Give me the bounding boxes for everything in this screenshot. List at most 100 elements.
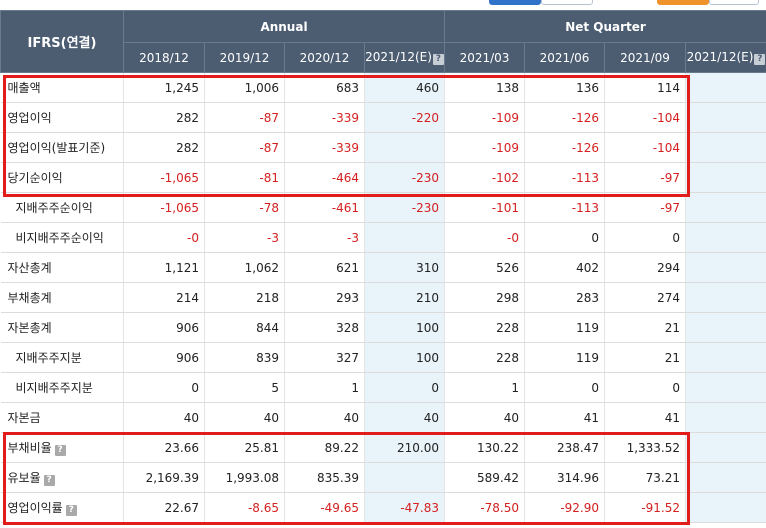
help-icon[interactable]: ? [754, 54, 766, 65]
table-cell: 119 [524, 342, 606, 373]
table-cell: -97 [604, 162, 687, 193]
period-label: 2021/03 [459, 50, 510, 65]
table-cell: 138 [444, 72, 526, 103]
table-cell: -126 [524, 102, 606, 133]
table-cell: 310 [364, 252, 446, 283]
table-cell [685, 162, 766, 193]
help-icon[interactable]: ? [65, 505, 77, 516]
help-icon[interactable]: ? [432, 54, 444, 65]
table-cell [685, 282, 766, 313]
row-label-text: 비지배주주지분 [15, 381, 93, 395]
table-cell: 114 [604, 72, 687, 103]
row-label: 매출액 [0, 72, 124, 103]
table-cell: 835.39 [284, 462, 365, 493]
table-cell: -3 [204, 222, 285, 253]
table-row: 영업이익 282 -87 -339 -220 -109 -126 -104 [0, 102, 766, 133]
table-cell: -1,065 [123, 162, 205, 193]
table-row: 자본총계 906 844 328 100 228 119 21 [0, 312, 766, 343]
table-cell: 130.22 [444, 432, 526, 463]
row-label-text: 지배주주순이익 [15, 201, 93, 215]
table-cell: -339 [284, 132, 365, 163]
period-header: 2019/12 [204, 42, 285, 73]
row-label-text: 영업이익 [7, 111, 52, 125]
row-label: 자본총계 [0, 312, 124, 343]
top-toolbar-strip [0, 0, 766, 10]
help-icon[interactable]: ? [54, 445, 66, 456]
table-cell: -92.90 [524, 492, 606, 523]
financial-highlight-table: IFRS(연결) Annual Net Quarter 2018/12 2019/… [0, 10, 766, 523]
table-cell [685, 492, 766, 523]
table-cell: 526 [444, 252, 526, 283]
table-cell: -78 [204, 192, 285, 223]
row-label: 유보율? [0, 462, 124, 493]
table-cell: 2,169.39 [123, 462, 205, 493]
table-cell: 314.96 [524, 462, 606, 493]
table-cell: 228 [444, 312, 526, 343]
table-cell [685, 372, 766, 403]
table-cell: -101 [444, 192, 526, 223]
row-label: 부채비율? [0, 432, 124, 463]
net-quarter-group-header: Net Quarter [444, 10, 766, 43]
table-cell: -339 [284, 102, 365, 133]
table-cell: 100 [364, 342, 446, 373]
table-cell: 1,062 [204, 252, 285, 283]
table-cell [685, 462, 766, 493]
separate-toggle-button[interactable] [709, 0, 759, 5]
period-label: 2021/09 [620, 50, 670, 65]
table-cell: -230 [364, 192, 446, 223]
table-cell: 621 [284, 252, 365, 283]
table-cell: -126 [524, 132, 606, 163]
table-cell: 214 [123, 282, 205, 313]
table-cell: 283 [524, 282, 606, 313]
table-cell: 21 [604, 342, 687, 373]
table-cell: 40 [364, 402, 446, 433]
table-cell: -47.83 [364, 492, 446, 523]
period-label: 2021/06 [539, 50, 590, 65]
table-cell [685, 432, 766, 463]
row-label: 당기순이익 [0, 162, 124, 193]
help-icon[interactable]: ? [43, 475, 55, 486]
table-row: 영업이익(발표기준) 282 -87 -339 -109 -126 -104 [0, 132, 766, 163]
row-label: 자본금 [0, 402, 124, 433]
annual-toggle-button[interactable] [489, 0, 541, 5]
annual-group-header: Annual [122, 10, 446, 43]
table-cell: 40 [204, 402, 285, 433]
table-cell: -78.50 [444, 492, 526, 523]
ifrs-label: IFRS(연결) [0, 10, 124, 73]
period-header: 2021/12(E)? [363, 42, 446, 73]
row-label-text: 부채비율 [7, 441, 52, 455]
row-label-text: 자본총계 [7, 321, 52, 335]
table-row: 지배주주순이익 -1,065 -78 -461 -230 -101 -113 -97 [0, 192, 766, 223]
table-cell: 40 [444, 402, 526, 433]
table-cell: -87 [204, 132, 285, 163]
period-header: 2021/12(E)? [685, 42, 766, 73]
period-header: 2018/12 [123, 42, 205, 73]
row-label: 부채총계 [0, 282, 124, 313]
table-cell: -109 [444, 102, 526, 133]
table-cell: -1,065 [123, 192, 205, 223]
table-cell: 402 [524, 252, 606, 283]
table-row: 유보율? 2,169.39 1,993.08 835.39 589.42 314.96 73… [0, 462, 766, 493]
table-cell: 73.21 [604, 462, 687, 493]
table-cell [364, 462, 446, 493]
period-header: 2021/09 [604, 42, 687, 73]
table-cell: 238.47 [524, 432, 606, 463]
quarter-toggle-button[interactable] [541, 0, 593, 5]
consolidated-toggle-button[interactable] [657, 0, 709, 5]
row-label-text: 부채총계 [7, 291, 52, 305]
table-cell: -102 [444, 162, 526, 193]
table-cell: -113 [524, 192, 606, 223]
table-cell: -461 [284, 192, 365, 223]
table-cell: 0 [123, 372, 205, 403]
table-cell [685, 252, 766, 283]
table-cell: 1 [284, 372, 365, 403]
row-label: 지배주주순이익 [0, 192, 124, 223]
row-label-text: 영업이익률 [7, 501, 63, 515]
period-label: 2020/12 [299, 50, 350, 65]
row-label: 영업이익(발표기준) [0, 132, 124, 163]
table-cell: 0 [364, 372, 446, 403]
table-cell: 40 [284, 402, 365, 433]
table-cell: -464 [284, 162, 365, 193]
table-cell: 1 [444, 372, 526, 403]
table-cell: 41 [524, 402, 606, 433]
